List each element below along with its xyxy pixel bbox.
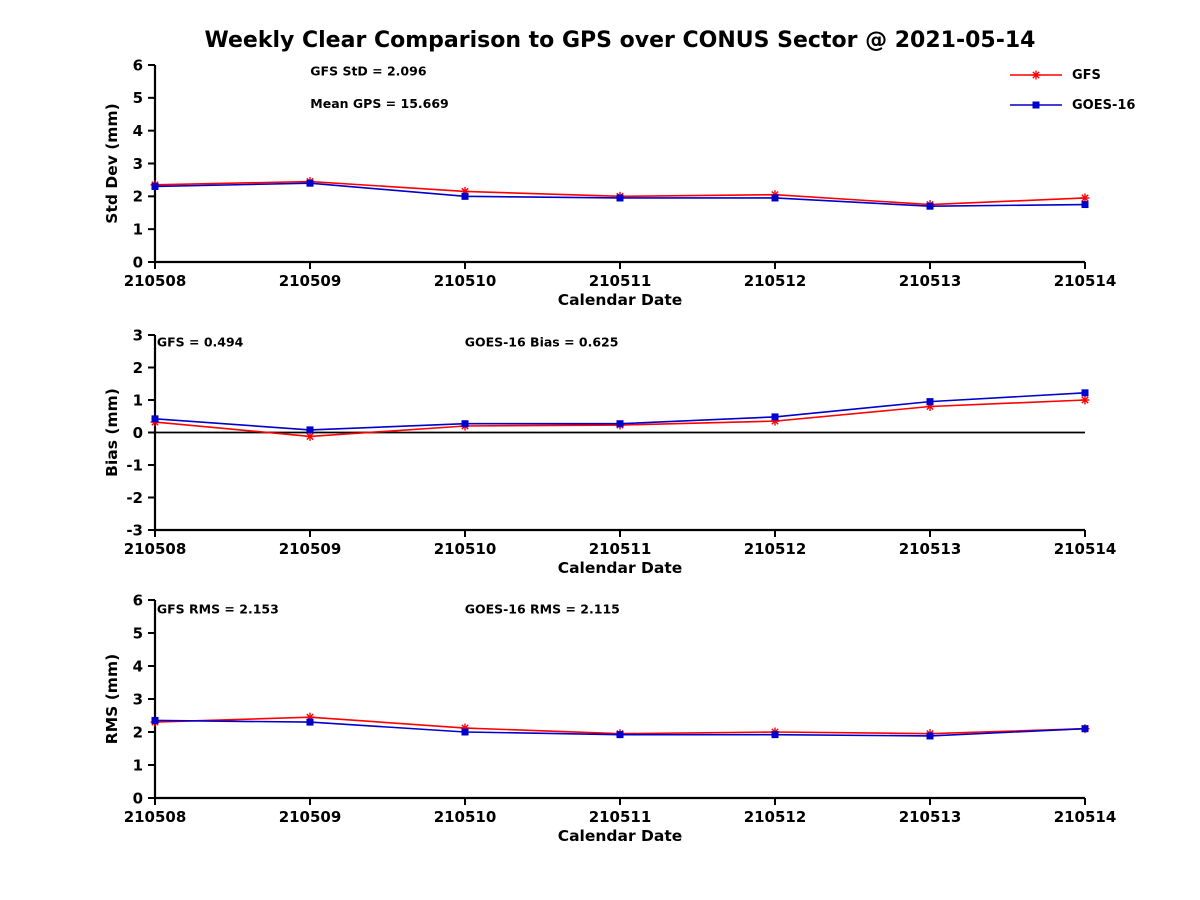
y-tick-label: 5	[133, 89, 143, 107]
y-tick-label: 3	[133, 155, 143, 173]
x-tick-label: 210509	[279, 808, 342, 826]
x-tick-label: 210512	[744, 540, 807, 558]
y-tick-label: -2	[126, 489, 143, 507]
marker-square	[151, 716, 159, 724]
x-axis-label: Calendar Date	[558, 291, 683, 309]
annotation: GFS StD = 2.096	[310, 64, 427, 79]
legend-label-gfs: GFS	[1072, 67, 1101, 83]
y-tick-label: 1	[133, 220, 143, 238]
y-tick-label: 1	[133, 391, 143, 409]
x-tick-label: 210510	[434, 540, 497, 558]
marker-square	[926, 398, 934, 406]
marker-square	[771, 413, 779, 421]
marker-square	[926, 202, 934, 210]
marker-square	[616, 420, 624, 428]
y-tick-label: 6	[133, 591, 143, 609]
x-tick-label: 210514	[1054, 540, 1117, 558]
marker-square	[151, 415, 159, 423]
marker-square	[1081, 389, 1089, 397]
x-tick-label: 210512	[744, 272, 807, 290]
marker-square	[461, 192, 469, 200]
marker-square	[1081, 201, 1089, 209]
axis-lines	[153, 65, 1085, 264]
marker-square	[306, 179, 314, 187]
x-tick-label: 210513	[899, 540, 962, 558]
subplot-3: 0 1 2 3 4 5 6 210508 210509 210510 210511 210512 210…	[103, 591, 1116, 845]
annotation: GFS = 0.494	[157, 335, 244, 350]
y-tick-label: 0	[133, 424, 143, 442]
marker-square	[1081, 725, 1089, 733]
marker-square	[616, 194, 624, 202]
x-tick-label: 210510	[434, 808, 497, 826]
marker-square	[306, 718, 314, 726]
marker-star	[1080, 395, 1090, 405]
y-tick-label: 0	[133, 253, 143, 271]
marker-square	[306, 426, 314, 434]
y-tick-label: -1	[126, 456, 143, 474]
x-tick-label: 210511	[589, 540, 652, 558]
marker-star	[1080, 193, 1090, 203]
marker-star	[1031, 70, 1041, 80]
annotation: Mean GPS = 15.669	[310, 96, 448, 111]
x-tick-label: 210508	[124, 808, 187, 826]
y-tick-label: 3	[133, 690, 143, 708]
marker-square	[771, 194, 779, 202]
y-tick-label: 3	[133, 326, 143, 344]
x-tick-label: 210511	[589, 272, 652, 290]
legend-label-goes16: GOES-16	[1072, 97, 1136, 113]
y-tick-label: 5	[133, 624, 143, 642]
x-tick-label: 210508	[124, 540, 187, 558]
x-axis-label: Calendar Date	[558, 827, 683, 845]
y-tick-label: 2	[133, 723, 143, 741]
annotation: GFS RMS = 2.153	[157, 602, 279, 617]
y-tick-label: 6	[133, 56, 143, 74]
marker-square	[151, 182, 159, 190]
x-tick-label: 210511	[589, 808, 652, 826]
y-tick-label: 4	[133, 122, 143, 140]
y-axis-label: Bias (mm)	[103, 388, 121, 477]
marker-square	[926, 732, 934, 740]
y-tick-label: 1	[133, 756, 143, 774]
y-tick-label: 2	[133, 188, 143, 206]
y-tick-label: 0	[133, 789, 143, 807]
series-line-gfs	[154, 399, 1086, 438]
subplot-2: -3 -2 -1 0 1 2 3 210508 210509 210510 210511 210512…	[103, 326, 1116, 577]
x-tick-label: 210509	[279, 272, 342, 290]
marker-square	[461, 420, 469, 428]
y-tick-label: -3	[126, 521, 143, 539]
legend: GFS GOES-16	[1008, 60, 1178, 120]
x-tick-label: 210509	[279, 540, 342, 558]
gfs-line-sample	[1010, 70, 1062, 80]
y-axis-label: RMS (mm)	[103, 654, 121, 744]
x-tick-label: 210508	[124, 272, 187, 290]
legend-item-goes16: GOES-16	[1008, 90, 1178, 120]
x-tick-label: 210514	[1054, 808, 1117, 826]
axis-lines	[153, 600, 1085, 800]
x-tick-label: 210513	[899, 808, 962, 826]
subplot-1: 0 1 2 3 4 5 6 210508 210509 210510 210511 210512 210…	[103, 56, 1116, 309]
x-axis-label: Calendar Date	[558, 559, 683, 577]
x-tick-label: 210510	[434, 272, 497, 290]
marker-square	[461, 728, 469, 736]
goes16-line-sample	[1010, 101, 1062, 109]
legend-item-gfs: GFS	[1008, 60, 1178, 90]
annotation: GOES-16 RMS = 2.115	[465, 602, 620, 617]
y-tick-label: 2	[133, 359, 143, 377]
annotation: GOES-16 Bias = 0.625	[465, 335, 619, 350]
marker-square	[1032, 101, 1040, 109]
x-tick-label: 210513	[899, 272, 962, 290]
x-tick-label: 210512	[744, 808, 807, 826]
marker-square	[616, 731, 624, 739]
y-tick-label: 4	[133, 657, 143, 675]
x-tick-label: 210514	[1054, 272, 1117, 290]
marker-square	[771, 731, 779, 739]
chart-title: Weekly Clear Comparison to GPS over CONU…	[204, 28, 1036, 53]
y-axis-label: Std Dev (mm)	[103, 103, 121, 223]
